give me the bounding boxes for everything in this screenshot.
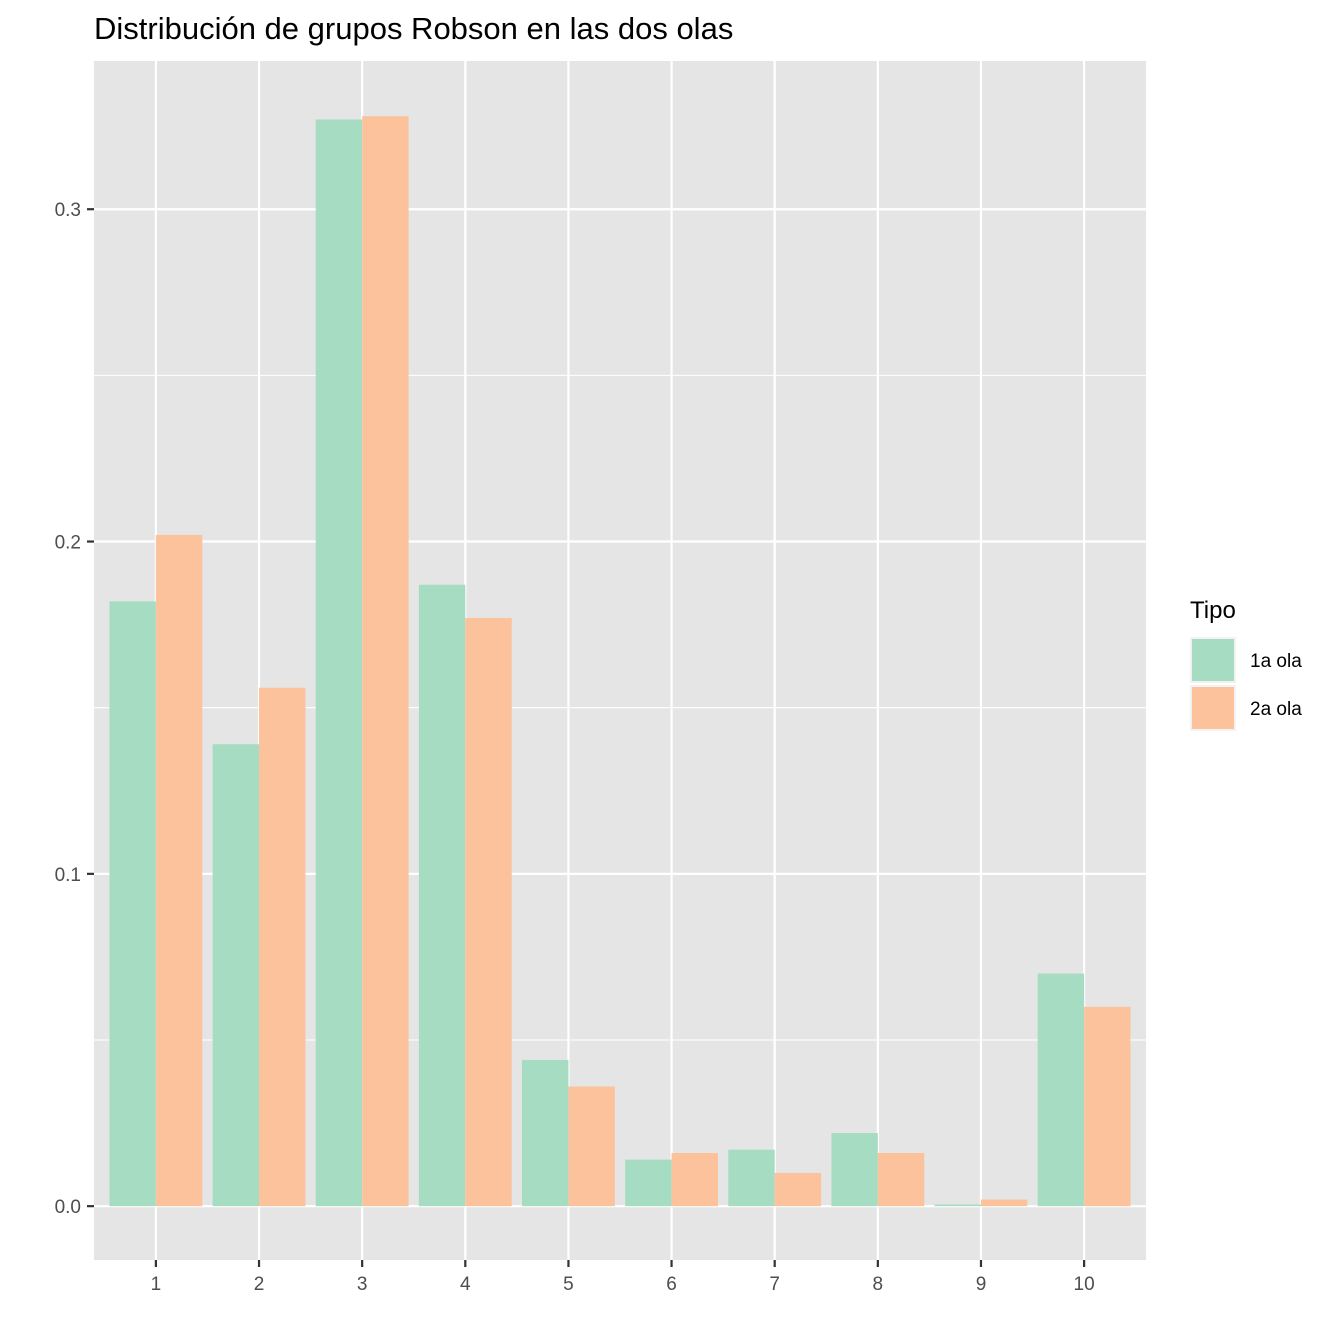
bar-2a-ola-3 [362, 116, 409, 1207]
bar-2a-ola-4 [465, 617, 512, 1207]
legend-label: 2a ola [1250, 699, 1302, 720]
bar-1a-ola-1 [109, 601, 156, 1207]
bar-2a-ola-10 [1084, 1006, 1131, 1207]
x-tick-label: 1 [151, 1274, 162, 1295]
x-tick-label: 8 [873, 1274, 884, 1295]
chart-title: Distribución de grupos Robson en las dos… [94, 11, 733, 46]
legend-key-1a-ola [1192, 639, 1234, 681]
x-tick-label: 2 [254, 1274, 265, 1295]
bar-2a-ola-5 [568, 1086, 615, 1207]
bar-1a-ola-10 [1037, 973, 1085, 1207]
bar-1a-ola-4 [418, 584, 466, 1207]
legend-key-2a-ola [1192, 687, 1234, 729]
x-tick-label: 10 [1074, 1274, 1095, 1295]
bar-2a-ola-8 [877, 1152, 925, 1207]
x-axis: 1 2 3 4 5 6 7 8 9 10 [151, 1260, 1095, 1295]
x-tick-label: 3 [357, 1274, 368, 1295]
bar-1a-ola-8 [831, 1133, 878, 1207]
y-tick-label: 0.1 [55, 865, 81, 886]
bar-1a-ola-2 [212, 744, 260, 1207]
legend: Tipo 1a ola 2a ola [1190, 597, 1302, 731]
bar-2a-ola-9 [980, 1199, 1028, 1207]
x-tick-label: 6 [666, 1274, 677, 1295]
bars [109, 116, 1131, 1207]
y-axis: 0.0 0.1 0.2 0.3 [55, 200, 94, 1218]
bar-1a-ola-3 [315, 119, 363, 1207]
x-tick-label: 7 [769, 1274, 780, 1295]
x-tick-label: 4 [460, 1274, 471, 1295]
y-tick-label: 0.3 [55, 200, 81, 221]
x-tick-label: 5 [563, 1274, 574, 1295]
bar-2a-ola-6 [671, 1152, 718, 1207]
bar-2a-ola-7 [774, 1172, 822, 1207]
bar-1a-ola-6 [625, 1159, 672, 1207]
bar-2a-ola-1 [155, 534, 203, 1207]
y-tick-label: 0.0 [55, 1197, 81, 1218]
bar-2a-ola-2 [259, 687, 306, 1207]
legend-title: Tipo [1190, 597, 1236, 624]
bar-1a-ola-7 [728, 1149, 775, 1207]
y-tick-label: 0.2 [55, 533, 81, 554]
x-tick-label: 9 [976, 1274, 987, 1295]
bar-1a-ola-5 [522, 1059, 569, 1207]
bar-1a-ola-9 [934, 1204, 981, 1207]
legend-label: 1a ola [1250, 651, 1302, 672]
